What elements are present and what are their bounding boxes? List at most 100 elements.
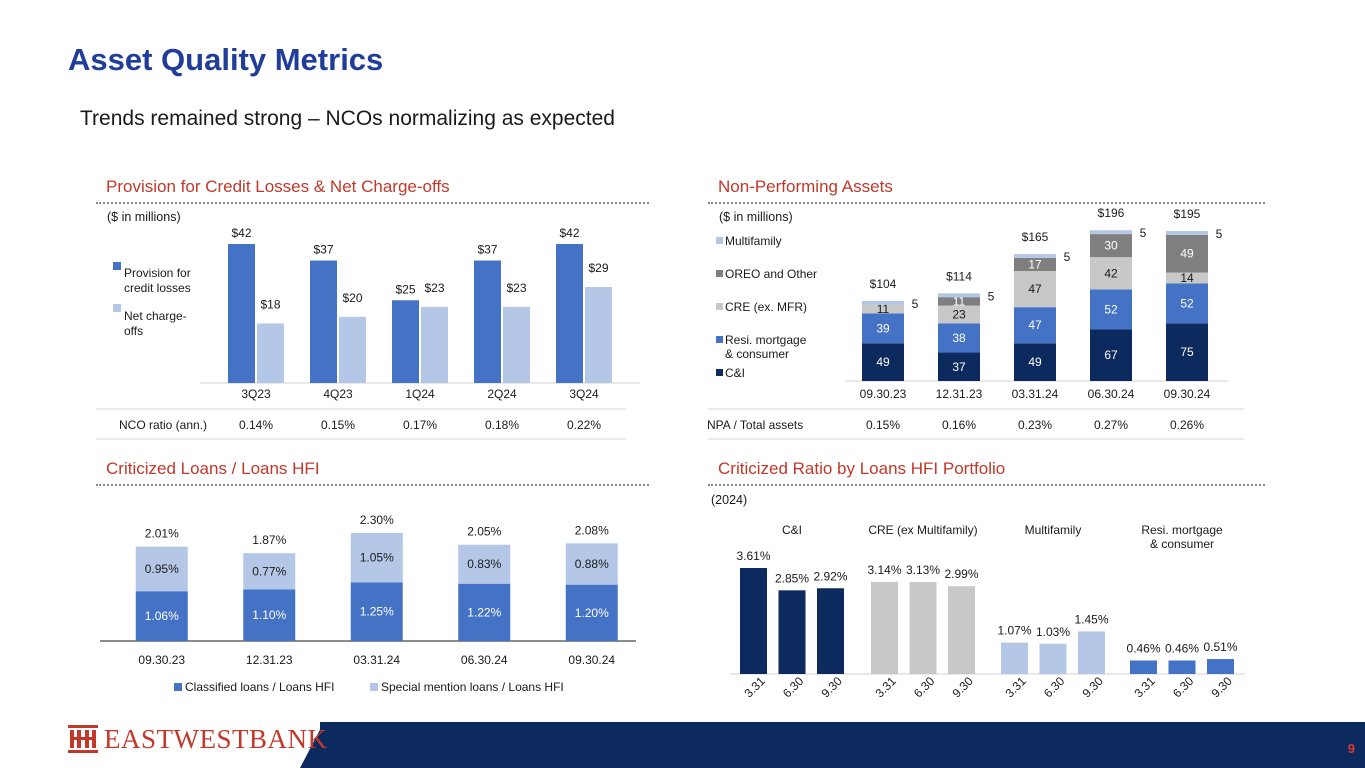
nco-ratio-label: NCO ratio (ann.) [119,418,207,432]
npa-segment-label: 14 [1180,271,1194,285]
nco-ratio-value: 0.18% [485,418,519,432]
npa-segment [1090,230,1132,235]
portfolio-data-label: 2.92% [813,569,847,583]
portfolio-data-label: 1.45% [1074,612,1108,626]
criticized-segment [350,533,403,583]
provision-bar-provision [392,300,419,383]
criticized-segment-label: 0.95% [145,562,179,576]
special-mention-legend-swatch [370,683,378,691]
company-logo: EASTWESTBANK [68,724,328,754]
bank-emblem-icon [68,725,98,753]
npa-ratio-value: 0.26% [1170,418,1204,432]
portfolio-x-tick: 9.30 [949,674,976,701]
provision-legend-swatch [113,304,121,312]
npa-segment [1014,307,1056,344]
criticized-segment [243,553,296,590]
portfolio-bar [871,581,898,674]
nco-ratio-value: 0.15% [321,418,355,432]
portfolio-bar [778,590,806,674]
portfolio-data-label: 1.03% [1036,625,1070,639]
provision-bar-nco [585,287,612,383]
npa-segment-label: 49 [1180,247,1194,261]
npa-ratio-value: 0.15% [866,418,900,432]
criticized-segment-label: 1.05% [360,551,394,565]
criticized-total-label: 2.08% [575,523,609,537]
npa-total-label: $165 [1022,230,1049,244]
npa-segment [1166,231,1208,235]
npa-ratio-label: NPA / Total assets [707,418,803,432]
npa-multifamily-label: 5 [1216,227,1223,241]
provision-bar-provision [474,260,501,383]
provision-x-tick: 1Q24 [405,387,435,401]
provision-data-label: $25 [395,282,415,296]
npa-segment [1014,257,1056,271]
criticized-segment [135,546,188,592]
npa-legend-swatch [716,270,723,277]
criticized-total-label: 2.05% [467,525,501,539]
provision-divider [96,202,649,204]
classified-legend-swatch [174,683,182,691]
npa-segment [1090,257,1132,290]
portfolio-x-tick: 6.30 [1170,674,1197,701]
npa-segment [938,352,980,381]
provision-data-label: $42 [231,226,251,240]
npa-segment [1166,234,1208,273]
npa-segment [862,343,904,381]
criticized-total-label: 1.87% [252,533,286,547]
portfolio-group-header: Multifamily [1025,523,1082,537]
nco-legend-label: offs [124,324,143,338]
provision-data-label: $37 [477,243,497,257]
criticized-x-tick: 03.31.24 [353,653,400,667]
portfolio-x-tick: 3.31 [1002,674,1029,701]
npa-legend-label: & consumer [725,347,789,361]
npa-legend-swatch [716,237,723,244]
npa-segment [1014,254,1056,258]
npa-segment-label: 23 [952,307,966,321]
npa-segment [1166,272,1208,284]
criticized-segment-label: 1.10% [252,608,286,622]
provision-bar-provision [556,244,583,383]
provision-data-label: $18 [260,297,280,311]
npa-multifamily-label: 5 [912,297,919,311]
npa-segment-label: 38 [952,331,966,345]
page-title: Asset Quality Metrics [68,42,384,77]
npa-unit-note: ($ in millions) [719,210,793,224]
criticized-segment [565,584,618,641]
provision-x-tick: 2Q24 [487,387,517,401]
portfolio-x-tick: 9.30 [818,674,845,701]
npa-divider [708,202,1265,204]
npa-segment [1090,234,1132,258]
criticized-segment [135,591,188,641]
portfolio-x-tick: 9.30 [1079,674,1106,701]
portfolio-data-label: 3.14% [867,563,901,577]
npa-segment [938,297,980,306]
npa-segment [1090,329,1132,381]
criticized-segment [458,544,511,584]
portfolio-x-tick: 6.30 [780,674,807,701]
npa-segment-label: 39 [876,321,890,335]
npa-segment [862,304,904,314]
portfolio-data-label: 3.61% [736,549,770,563]
charts-canvas: ($ in millions) $42 $18 3Q23 0.14% $37 $20 4Q23… [96,206,1245,701]
provision-legend-label: credit losses [124,281,191,295]
portfolio-bar [740,568,767,674]
portfolio-group-header: Resi. mortgage [1141,523,1223,537]
portfolio-bar [817,588,844,674]
npa-x-tick: 06.30.24 [1088,387,1135,401]
portfolio-bar [1207,659,1234,674]
portfolio-x-tick: 3.31 [741,674,768,701]
portfolio-data-label: 0.46% [1165,641,1199,655]
footer-bar [320,722,1365,768]
nco-ratio-value: 0.22% [567,418,601,432]
provision-bar-nco [257,323,284,383]
criticized-segment-label: 0.88% [575,557,609,571]
criticized-segment-label: 1.06% [145,609,179,623]
provision-bar-nco [339,316,366,383]
provision-chart-title: Provision for Credit Losses & Net Charge… [106,177,450,196]
criticized-segment [565,543,618,585]
npa-segment-label: 67 [1104,348,1118,362]
npa-multifamily-label: 5 [1064,250,1071,264]
provision-bar-provision [310,260,337,383]
criticized-segment-label: 0.83% [467,557,501,571]
portfolio-bar [1039,643,1067,674]
